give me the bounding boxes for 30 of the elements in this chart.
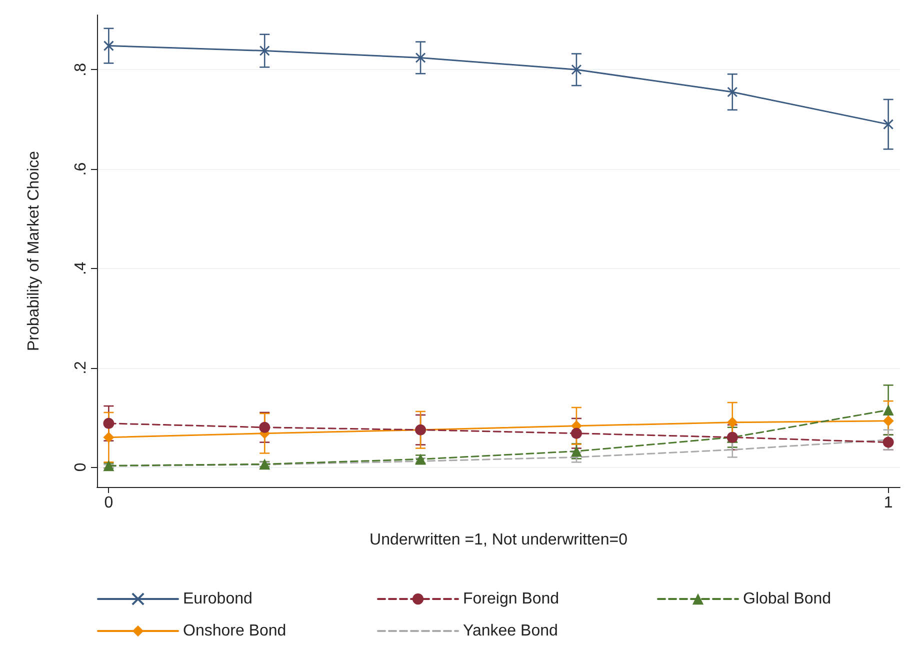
point [882, 436, 894, 448]
point [882, 404, 894, 416]
y-tick-label: .2 [72, 360, 90, 374]
point [103, 460, 114, 472]
y-tick-label: 0 [72, 462, 90, 472]
point [571, 64, 582, 75]
point [259, 422, 270, 433]
point [882, 415, 894, 426]
point [103, 432, 114, 443]
legend-label: Onshore Bond [183, 622, 286, 640]
point [103, 40, 114, 52]
point [259, 46, 270, 56]
legend-label: Foreign Bond [463, 590, 560, 608]
legend-label: Global Bond [743, 590, 832, 608]
point [726, 416, 738, 428]
point [415, 52, 426, 63]
point [259, 458, 270, 470]
point [727, 86, 738, 98]
y-axis-title: Probability of Market Choice [26, 150, 42, 352]
x-tick-label: 1 [884, 494, 893, 512]
point [570, 428, 582, 439]
legend-label: Eurobond [183, 590, 252, 608]
y-tick-label: .8 [72, 62, 90, 76]
point [570, 446, 582, 457]
y-tick-label: .4 [72, 262, 90, 276]
point [883, 119, 894, 130]
y-tick-label: .6 [72, 162, 90, 176]
point [103, 418, 114, 429]
legend-label: Yankee Bond [463, 622, 558, 640]
x-axis-title: Underwritten =1, Not underwritten=0 [370, 532, 628, 548]
